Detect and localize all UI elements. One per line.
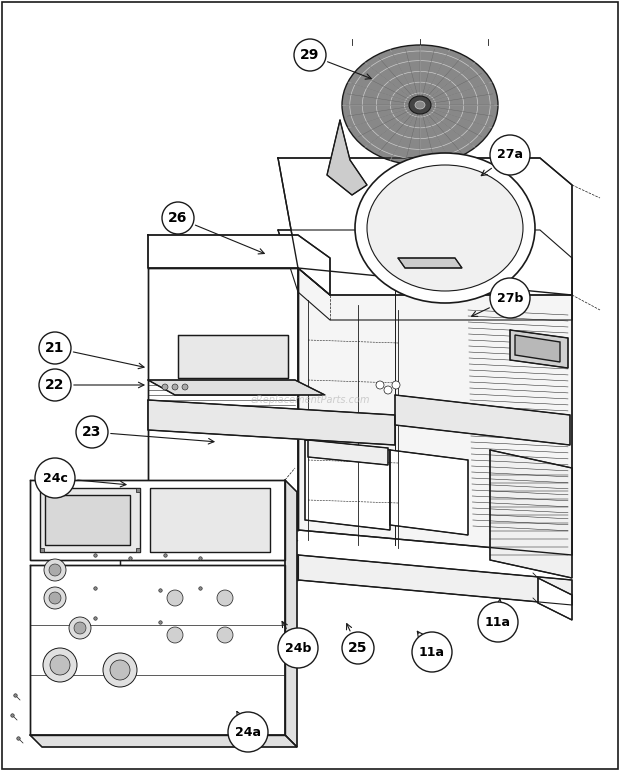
Circle shape [217,590,233,606]
Circle shape [35,458,75,498]
Text: 24c: 24c [43,472,68,484]
Circle shape [490,278,530,318]
Circle shape [110,660,130,680]
Circle shape [167,590,183,606]
Polygon shape [298,268,572,555]
Circle shape [384,386,392,394]
Circle shape [217,627,233,643]
Circle shape [392,381,400,389]
Text: 25: 25 [348,641,368,655]
Polygon shape [278,230,572,320]
Text: 27a: 27a [497,149,523,161]
Circle shape [342,632,374,664]
Circle shape [412,632,452,672]
Ellipse shape [415,101,425,109]
Circle shape [49,592,61,604]
Text: 26: 26 [168,211,188,225]
Polygon shape [178,335,288,378]
Polygon shape [150,488,270,552]
Polygon shape [120,555,298,580]
Circle shape [50,655,70,675]
Circle shape [43,648,77,682]
Polygon shape [285,480,297,747]
Polygon shape [45,495,130,545]
Circle shape [376,381,384,389]
Polygon shape [30,735,297,747]
Circle shape [228,712,268,752]
Circle shape [76,416,108,448]
Circle shape [162,384,168,390]
Circle shape [167,627,183,643]
Circle shape [74,622,86,634]
Text: 29: 29 [300,48,320,62]
Circle shape [182,384,188,390]
Circle shape [172,384,178,390]
Circle shape [478,602,518,642]
Polygon shape [390,450,468,535]
Polygon shape [308,440,388,465]
Circle shape [39,332,71,364]
Polygon shape [398,258,462,268]
Ellipse shape [355,153,535,303]
Text: 11a: 11a [485,615,511,628]
Circle shape [278,628,318,668]
Text: 27b: 27b [497,291,523,305]
Polygon shape [40,488,140,552]
Polygon shape [278,158,572,295]
Polygon shape [538,578,572,620]
Circle shape [44,559,66,581]
Circle shape [103,653,137,687]
Circle shape [490,135,530,175]
Circle shape [39,369,71,401]
Text: 24a: 24a [235,726,261,739]
Text: 21: 21 [45,341,64,355]
Circle shape [69,617,91,639]
Polygon shape [305,440,390,530]
Polygon shape [510,330,568,368]
Text: eReplacementParts.com: eReplacementParts.com [250,395,370,405]
Text: 22: 22 [45,378,64,392]
Ellipse shape [367,165,523,291]
Polygon shape [515,335,560,362]
Circle shape [44,587,66,609]
Circle shape [162,202,194,234]
Circle shape [294,39,326,71]
Ellipse shape [342,45,498,165]
Text: 11a: 11a [419,645,445,658]
Polygon shape [148,235,330,295]
Polygon shape [148,268,298,530]
Polygon shape [490,450,572,578]
Polygon shape [298,555,572,605]
Polygon shape [30,565,285,735]
Polygon shape [395,395,570,445]
Text: 24b: 24b [285,641,311,655]
Polygon shape [148,400,395,445]
Polygon shape [30,480,285,560]
Text: 23: 23 [82,425,102,439]
Ellipse shape [409,96,431,114]
Polygon shape [148,380,325,395]
Polygon shape [327,120,367,195]
Circle shape [49,564,61,576]
